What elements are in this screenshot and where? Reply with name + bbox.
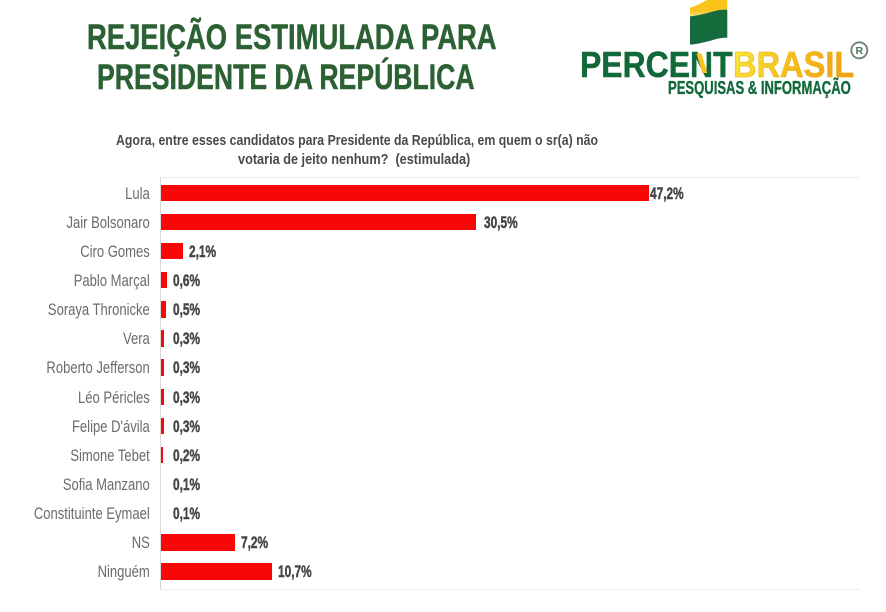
svg-text:R: R — [856, 45, 864, 57]
